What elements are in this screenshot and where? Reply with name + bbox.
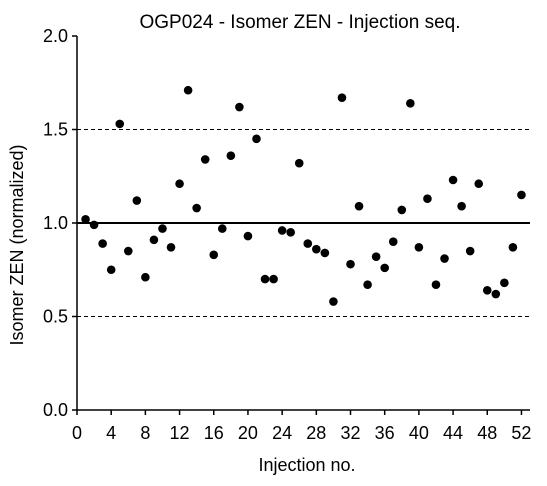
data-point (371, 252, 381, 261)
data-point (81, 214, 90, 224)
data-point (474, 179, 484, 189)
x-tick-label: 52 (511, 423, 531, 443)
data-point (448, 175, 458, 185)
x-tick-label: 4 (106, 423, 116, 443)
data-point (329, 297, 338, 306)
y-axis-ticks: 0.0 0.5 1.0 1.5 2.0 (43, 26, 77, 420)
data-point (406, 99, 415, 108)
data-point (277, 226, 287, 235)
y-axis-label: Isomer ZEN (normalized) (7, 144, 27, 345)
data-point (183, 85, 193, 95)
data-point (132, 196, 142, 205)
chart-title: OGP024 - Isomer ZEN - Injection seq. (139, 12, 460, 33)
data-point (149, 235, 159, 245)
data-point (303, 239, 313, 248)
data-point (286, 228, 295, 237)
data-point (252, 134, 261, 144)
data-point (200, 155, 210, 164)
y-tick-label: 1.0 (43, 213, 68, 233)
x-tick-label: 32 (340, 423, 360, 443)
y-tick-label: 1.5 (43, 120, 68, 140)
data-point (294, 158, 304, 168)
x-tick-label: 36 (375, 423, 395, 443)
data-point (363, 280, 372, 290)
data-point (517, 190, 526, 200)
data-point (260, 274, 270, 284)
data-point (354, 201, 364, 211)
x-axis-label: Injection no. (258, 455, 355, 475)
y-tick-label: 2.0 (43, 26, 68, 46)
data-point (89, 220, 99, 230)
data-point (346, 259, 355, 269)
data-point (440, 254, 449, 263)
data-point (423, 194, 432, 203)
data-point (320, 248, 330, 258)
data-points (81, 85, 526, 306)
y-tick-label: 0.0 (43, 400, 68, 420)
y-tick-label: 0.5 (43, 307, 68, 327)
data-point (235, 102, 244, 112)
data-point (98, 239, 107, 248)
data-point (388, 237, 398, 246)
data-point (508, 243, 518, 252)
data-point (218, 224, 227, 233)
x-tick-label: 40 (409, 423, 429, 443)
gridlines (77, 129, 530, 317)
x-tick-label: 44 (443, 423, 463, 443)
x-tick-label: 24 (272, 423, 292, 443)
x-tick-label: 0 (72, 423, 82, 443)
data-point (337, 93, 347, 103)
x-tick-label: 16 (204, 423, 224, 443)
x-axis-ticks: 0 4 8 12 16 20 24 28 32 36 40 44 48 52 (72, 410, 531, 443)
data-point (312, 244, 321, 254)
data-point (175, 179, 184, 189)
x-tick-label: 48 (477, 423, 497, 443)
data-point (141, 272, 150, 282)
x-tick-label: 12 (170, 423, 190, 443)
data-point (226, 151, 236, 160)
data-point (457, 201, 466, 211)
data-point (158, 224, 167, 233)
data-point (123, 246, 133, 256)
data-point (269, 274, 278, 284)
x-tick-label: 8 (140, 423, 150, 443)
data-point (500, 278, 509, 288)
data-point (491, 289, 501, 299)
data-point (115, 119, 125, 129)
data-point (397, 205, 407, 215)
x-tick-label: 20 (238, 423, 258, 443)
data-point (192, 203, 201, 213)
data-point (380, 263, 389, 273)
data-point (166, 243, 176, 252)
data-point (209, 250, 219, 260)
data-point (106, 265, 116, 275)
data-point (431, 280, 441, 290)
data-point (243, 231, 253, 241)
data-point (414, 243, 424, 252)
data-point (465, 246, 475, 256)
x-tick-label: 28 (306, 423, 326, 443)
data-point (482, 286, 492, 295)
